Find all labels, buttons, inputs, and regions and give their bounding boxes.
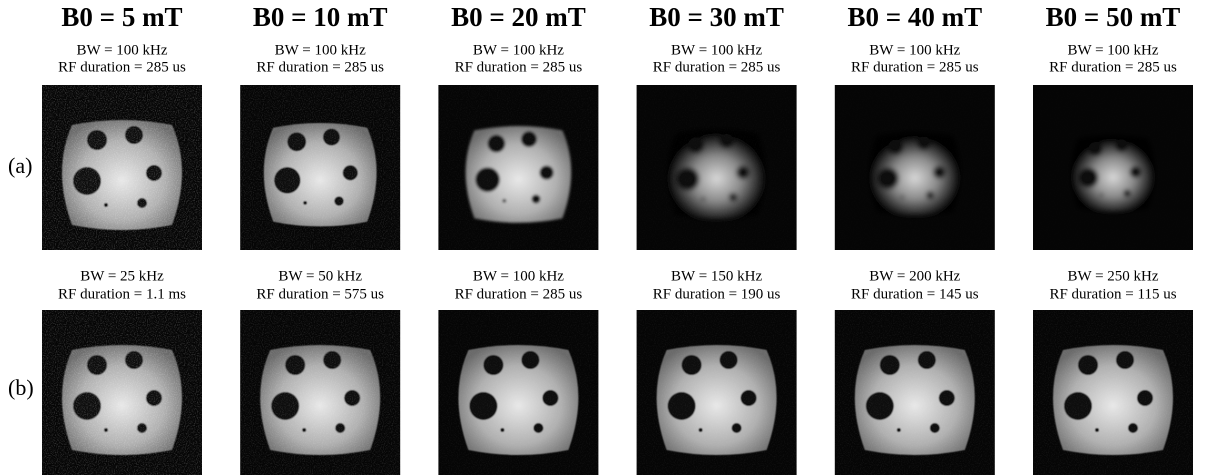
phantom-image — [1033, 85, 1193, 250]
column-title: B0 = 20 mT — [451, 2, 586, 32]
caption: RF duration = 115 us — [1049, 286, 1176, 302]
image-noise — [438, 85, 598, 250]
image-noise — [835, 310, 995, 475]
image-noise — [42, 85, 202, 250]
figure: (a) (b) B0 = 5 mTBW = 100 kHzRF duration… — [0, 0, 1211, 475]
image-noise — [1033, 310, 1193, 475]
caption: RF duration = 285 us — [455, 286, 583, 302]
column-title: B0 = 5 mT — [61, 2, 182, 32]
phantom-image — [240, 310, 400, 475]
image-noise — [240, 85, 400, 250]
image-noise — [438, 310, 598, 475]
phantom-image — [240, 85, 400, 250]
caption: BW = 50 kHz — [278, 268, 362, 284]
caption: BW = 100 kHz — [275, 42, 366, 58]
image-noise — [1033, 85, 1193, 250]
phantom-image — [835, 310, 995, 475]
phantom-image — [1033, 310, 1193, 475]
caption: BW = 100 kHz — [1067, 42, 1158, 58]
row-label: (b) — [8, 375, 34, 400]
phantom-image — [835, 85, 995, 250]
phantom-image — [438, 310, 598, 475]
caption: RF duration = 285 us — [256, 59, 384, 75]
phantom-image — [637, 85, 797, 250]
caption: RF duration = 285 us — [851, 59, 979, 75]
caption: BW = 100 kHz — [869, 42, 960, 58]
phantom-image — [637, 310, 797, 475]
caption: RF duration = 1.1 ms — [58, 286, 186, 302]
image-noise — [42, 310, 202, 475]
image-noise — [637, 85, 797, 250]
image-noise — [240, 310, 400, 475]
caption: BW = 100 kHz — [473, 268, 564, 284]
caption: BW = 150 kHz — [671, 268, 762, 284]
column-title: B0 = 50 mT — [1046, 2, 1181, 32]
caption: RF duration = 285 us — [1049, 59, 1177, 75]
caption: BW = 100 kHz — [671, 42, 762, 58]
column-title: B0 = 10 mT — [253, 2, 388, 32]
caption: RF duration = 285 us — [58, 59, 186, 75]
caption: BW = 100 kHz — [76, 42, 167, 58]
caption: BW = 25 kHz — [80, 268, 164, 284]
phantom-image — [42, 85, 202, 250]
caption: RF duration = 190 us — [653, 286, 781, 302]
phantom-image — [42, 310, 202, 475]
image-noise — [637, 310, 797, 475]
row-label: (a) — [8, 153, 32, 178]
caption: BW = 250 kHz — [1067, 268, 1158, 284]
caption: RF duration = 285 us — [455, 59, 583, 75]
caption: RF duration = 145 us — [851, 286, 979, 302]
image-noise — [835, 85, 995, 250]
column-title: B0 = 30 mT — [649, 2, 784, 32]
column-title: B0 = 40 mT — [847, 2, 982, 32]
caption: BW = 200 kHz — [869, 268, 960, 284]
figure-canvas: (a) (b) B0 = 5 mTBW = 100 kHzRF duration… — [0, 0, 1211, 475]
caption: RF duration = 285 us — [653, 59, 781, 75]
caption: BW = 100 kHz — [473, 42, 564, 58]
phantom-image — [438, 85, 598, 250]
caption: RF duration = 575 us — [256, 286, 384, 302]
